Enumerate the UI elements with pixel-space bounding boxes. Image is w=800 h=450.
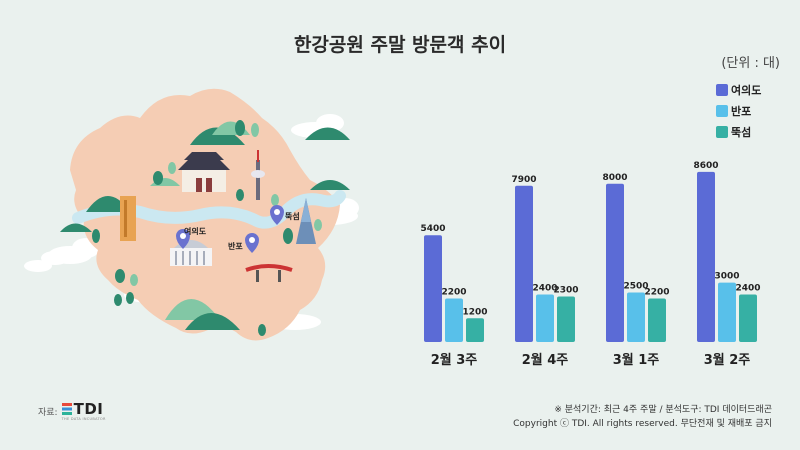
map-label-yeouido: 여의도 (184, 226, 207, 236)
category-label: 2월 4주 (522, 352, 569, 368)
footnote-copyright: Copyright ⓒ TDI. All rights reserved. 무단… (513, 419, 772, 429)
footnote: ※ 분석기간: 최근 4주 주말 / 분석도구: TDI 데이터드래곤 Copy… (513, 403, 772, 431)
bar-banpo-1 (536, 294, 554, 342)
bar-ttukseom-3 (739, 294, 757, 342)
bridge-icon (245, 264, 293, 282)
bar-banpo-0 (445, 298, 463, 342)
data-label: 3000 (714, 272, 739, 282)
legend-swatch-banpo (716, 105, 728, 117)
chart-title: 한강공원 주말 방문객 추이 (293, 34, 507, 56)
map-label-ttukseom: 뚝섬 (285, 211, 300, 221)
bar-ttukseom-2 (648, 298, 666, 342)
legend-item-banpo: 반포 (716, 101, 761, 121)
data-label: 2400 (735, 284, 760, 294)
legend-label-ttukseom: 뚝섬 (731, 126, 752, 139)
location-pin-icon (176, 205, 284, 253)
namsan-tower-icon (251, 150, 265, 200)
source-label: 자료: (38, 407, 58, 418)
data-label: 8000 (602, 173, 627, 183)
han-river (72, 190, 346, 229)
bar-ttukseom-0 (466, 318, 484, 342)
data-label: 2400 (532, 284, 557, 294)
source: 자료: TDI THE DATA INCUBATOR (38, 402, 106, 421)
data-label: 1200 (462, 307, 487, 317)
unit-label: (단위 : 대) (721, 56, 780, 71)
building-icon (120, 196, 316, 244)
tdi-tagline: THE DATA INCUBATOR (61, 416, 106, 421)
bar-ttukseom-1 (557, 296, 575, 342)
data-label: 8600 (693, 161, 718, 171)
tdi-logo: TDI THE DATA INCUBATOR (61, 400, 106, 421)
mountain-icon (60, 121, 350, 330)
legend-label-yeouido: 여의도 (731, 84, 762, 97)
data-label: 5400 (420, 224, 445, 234)
palace-icon (178, 152, 230, 192)
data-label: 7900 (511, 175, 536, 185)
bar-yeouido-2 (606, 183, 624, 342)
tdi-logo-text: TDI (73, 400, 104, 418)
map-label-banpo: 반포 (228, 241, 243, 251)
data-label: 2200 (441, 287, 466, 297)
data-label: 2200 (644, 287, 669, 297)
legend-item-ttukseom: 뚝섬 (716, 122, 761, 142)
footnote-analysis: ※ 분석기간: 최근 4주 주말 / 분석도구: TDI 데이터드래곤 (554, 405, 772, 415)
bar-banpo-3 (718, 282, 736, 342)
legend: 여의도 반포 뚝섬 (716, 80, 761, 143)
bar-yeouido-0 (424, 235, 442, 342)
data-label: 2300 (553, 286, 578, 296)
category-label: 2월 3주 (431, 352, 478, 368)
legend-swatch-ttukseom (716, 126, 728, 138)
tdi-logo-bars-icon (61, 402, 72, 417)
tree-icon (92, 120, 322, 336)
legend-item-yeouido: 여의도 (716, 80, 761, 100)
category-label: 3월 2주 (704, 352, 751, 368)
bar-yeouido-1 (515, 185, 533, 342)
bar-banpo-2 (627, 292, 645, 342)
category-label: 3월 1주 (613, 352, 660, 368)
data-label: 2500 (623, 282, 648, 292)
legend-label-banpo: 반포 (731, 105, 752, 118)
legend-swatch-yeouido (716, 84, 728, 96)
bar-yeouido-3 (697, 171, 715, 342)
